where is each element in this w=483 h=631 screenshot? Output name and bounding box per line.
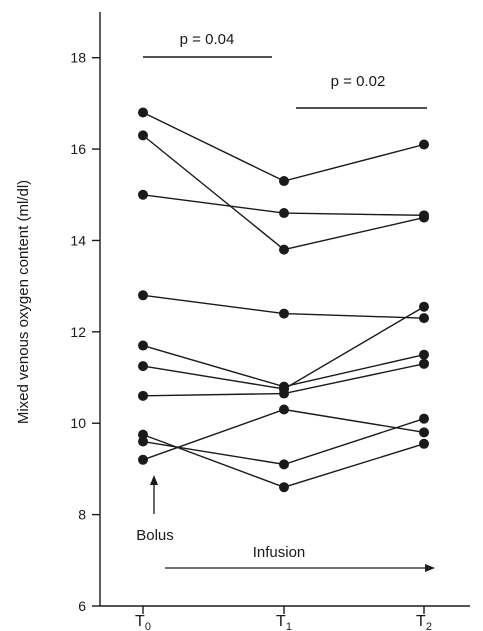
data-point [419, 139, 429, 150]
data-point [138, 429, 148, 440]
y-tick-label: 12 [70, 324, 86, 340]
data-point [279, 459, 289, 470]
data-point [279, 404, 289, 415]
data-point [138, 340, 148, 351]
infusion-arrow-head [425, 564, 435, 572]
series-line [142, 134, 425, 251]
y-tick-label: 10 [70, 415, 86, 431]
data-point [279, 244, 289, 255]
y-ticks: 6 8 10 12 14 16 18 [70, 50, 100, 614]
infusion-label: Infusion [253, 544, 306, 561]
data-point [419, 358, 429, 369]
series-1 [138, 107, 429, 187]
y-tick-label: 14 [70, 232, 86, 248]
series-3 [138, 189, 429, 221]
data-point [419, 313, 429, 324]
data-point [279, 482, 289, 493]
data-point [419, 413, 429, 424]
x-tick-label: T1 [276, 613, 292, 631]
data-point [138, 361, 148, 372]
series-7 [138, 358, 429, 401]
bolus-arrow-head [150, 475, 158, 485]
series-10 [138, 404, 429, 465]
series-2 [138, 130, 429, 255]
data-point [279, 208, 289, 219]
data-point [419, 301, 429, 312]
data-point [419, 438, 429, 449]
data-point [279, 176, 289, 187]
data-point [138, 436, 148, 447]
data-point [138, 107, 148, 118]
series-line [142, 306, 425, 390]
series-9 [138, 413, 429, 470]
series-line [142, 344, 425, 388]
y-tick-label: 6 [78, 598, 86, 614]
y-tick-label: 8 [78, 507, 86, 523]
series-4 [138, 290, 429, 324]
data-point [138, 454, 148, 465]
x-tick-label: T0 [135, 613, 151, 631]
x-tick-label: T2 [416, 613, 432, 631]
series-line [142, 408, 425, 461]
data-point [419, 349, 429, 360]
data-point [138, 290, 148, 301]
data-point [138, 390, 148, 401]
data-point [279, 388, 289, 399]
y-tick-label: 16 [70, 141, 86, 157]
data-point [419, 210, 429, 221]
y-tick-label: 18 [70, 50, 86, 66]
data-point [419, 427, 429, 438]
series-layer [138, 107, 429, 493]
series-line [142, 111, 425, 182]
p-value-label-2: p = 0.02 [331, 73, 386, 90]
p-value-label-1: p = 0.04 [180, 31, 235, 48]
data-point [138, 189, 148, 200]
axes [99, 12, 470, 607]
x-ticks: T0 T1 T2 [135, 606, 432, 631]
series-8 [138, 429, 429, 493]
data-point [138, 130, 148, 141]
y-axis-title: Mixed venous oxygen content (ml/dl) [15, 180, 32, 424]
data-point [279, 308, 289, 319]
bolus-label: Bolus [136, 527, 174, 544]
